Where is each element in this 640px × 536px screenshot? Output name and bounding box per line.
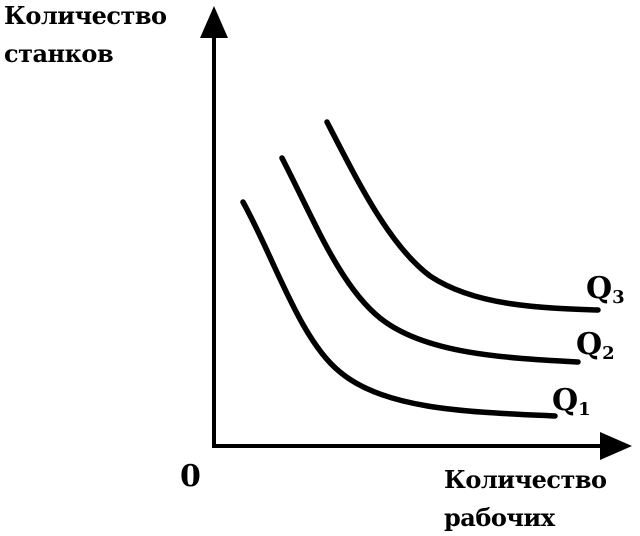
isoquant-curve-q1 <box>240 199 558 419</box>
curve-label-q3-letter: Q <box>586 271 612 306</box>
curve-label-q1-subscript: 1 <box>578 399 591 420</box>
x-axis-label-line1: Количество <box>444 465 607 494</box>
curve-label-q2-letter: Q <box>576 327 602 362</box>
y-axis-label-line1: Количество <box>4 1 167 30</box>
curve-label-q1-letter: Q <box>552 383 578 418</box>
isoquant-curve-q2 <box>279 155 581 365</box>
curve-label-q3: Q3 <box>586 271 625 308</box>
x-axis-arrowhead <box>600 432 632 460</box>
y-axis-arrowhead <box>200 6 228 38</box>
isoquant-curve-q3 <box>324 119 601 313</box>
curve-label-q2: Q2 <box>576 327 615 364</box>
x-axis-label-line2: рабочих <box>444 503 556 532</box>
origin-label: 0 <box>180 459 201 494</box>
curve-label-q3-subscript: 3 <box>612 287 625 308</box>
y-axis-label-line2: станков <box>4 39 113 68</box>
curve-label-q1: Q1 <box>552 383 591 420</box>
curve-label-q2-subscript: 2 <box>602 343 615 364</box>
